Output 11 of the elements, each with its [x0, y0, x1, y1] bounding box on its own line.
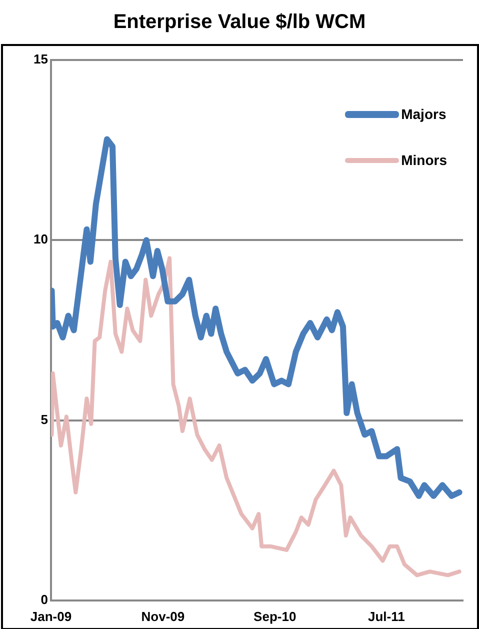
- x-tick-label: Sep-10: [254, 608, 296, 624]
- x-tick-label: Jan-09: [30, 608, 72, 624]
- y-tick-label: 5: [40, 412, 48, 427]
- chart-title: Enterprise Value $/lb WCM: [112, 10, 367, 34]
- y-tick-label: 15: [34, 52, 48, 67]
- x-tick-label: Nov-09: [141, 608, 185, 624]
- legend-label: Minors: [401, 152, 447, 168]
- y-tick-label: 10: [34, 232, 48, 247]
- legend-label: Majors: [401, 106, 446, 122]
- x-tick-label: Jul-11: [368, 608, 405, 624]
- y-tick-label: 0: [40, 592, 48, 607]
